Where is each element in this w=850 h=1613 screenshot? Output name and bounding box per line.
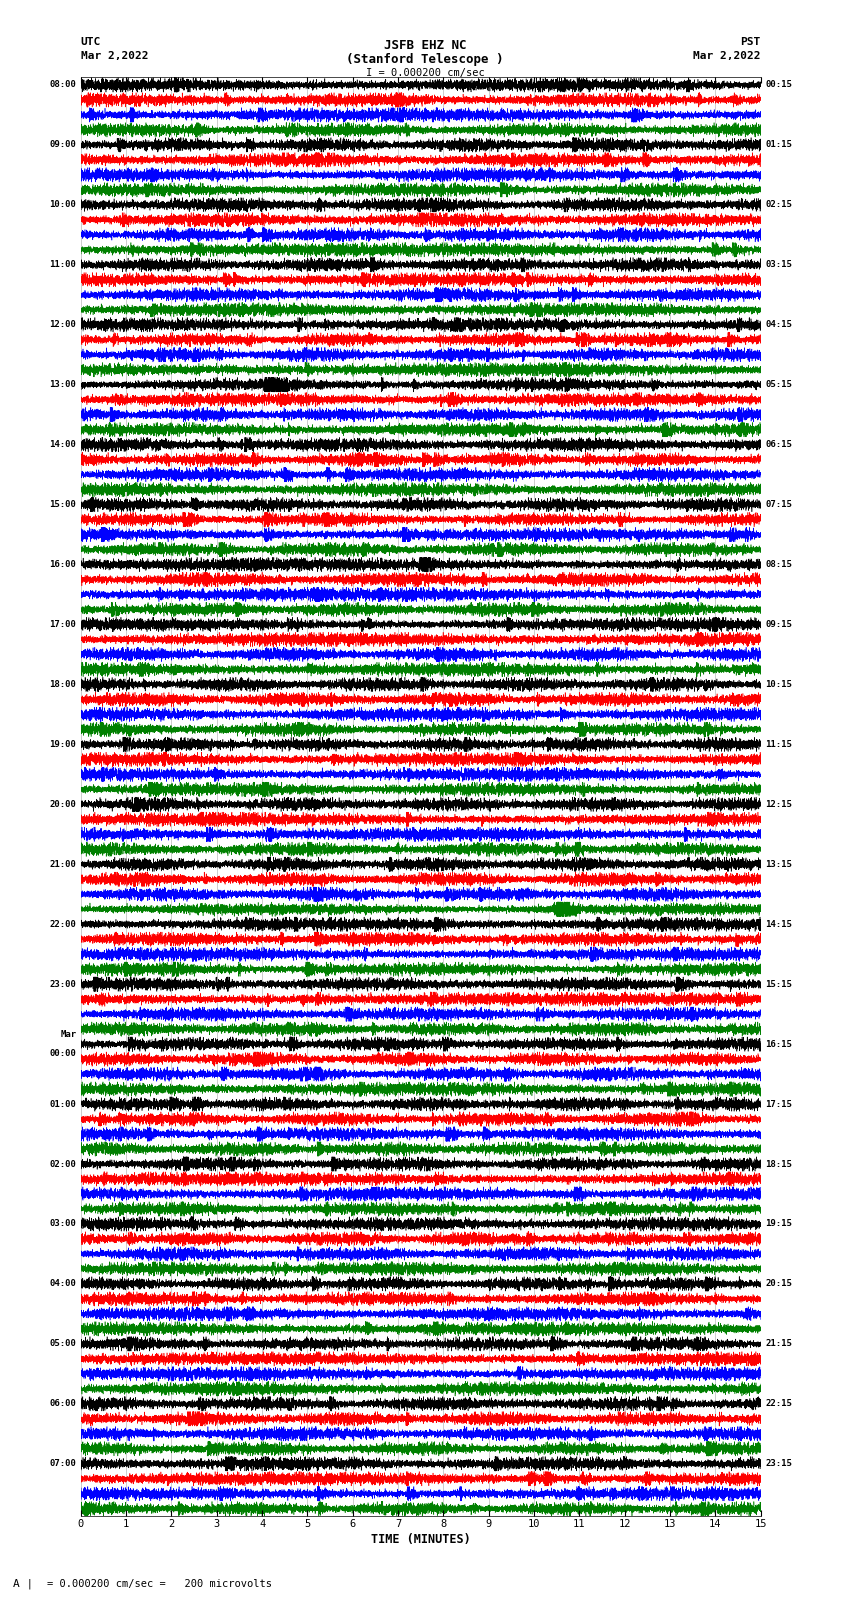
- Text: 17:00: 17:00: [49, 619, 76, 629]
- Text: 09:00: 09:00: [49, 140, 76, 150]
- Text: 21:15: 21:15: [765, 1339, 792, 1348]
- Text: 22:15: 22:15: [765, 1400, 792, 1408]
- Text: 01:00: 01:00: [49, 1100, 76, 1108]
- Text: 17:15: 17:15: [765, 1100, 792, 1108]
- Text: 16:15: 16:15: [765, 1040, 792, 1048]
- Text: I = 0.000200 cm/sec: I = 0.000200 cm/sec: [366, 68, 484, 77]
- Text: 08:00: 08:00: [49, 81, 76, 89]
- Text: 14:00: 14:00: [49, 440, 76, 448]
- Text: 01:15: 01:15: [765, 140, 792, 150]
- Text: 15:00: 15:00: [49, 500, 76, 510]
- Text: 19:15: 19:15: [765, 1219, 792, 1229]
- Text: UTC: UTC: [81, 37, 101, 47]
- Text: Mar: Mar: [60, 1031, 76, 1039]
- X-axis label: TIME (MINUTES): TIME (MINUTES): [371, 1534, 471, 1547]
- Text: 07:00: 07:00: [49, 1460, 76, 1468]
- Text: 16:00: 16:00: [49, 560, 76, 569]
- Text: Mar 2,2022: Mar 2,2022: [694, 52, 761, 61]
- Text: 14:15: 14:15: [765, 919, 792, 929]
- Text: 23:15: 23:15: [765, 1460, 792, 1468]
- Text: 06:15: 06:15: [765, 440, 792, 448]
- Text: 10:15: 10:15: [765, 681, 792, 689]
- Text: 12:00: 12:00: [49, 321, 76, 329]
- Text: 05:00: 05:00: [49, 1339, 76, 1348]
- Text: 09:15: 09:15: [765, 619, 792, 629]
- Text: 19:00: 19:00: [49, 740, 76, 748]
- Text: 22:00: 22:00: [49, 919, 76, 929]
- Text: 06:00: 06:00: [49, 1400, 76, 1408]
- Text: 03:00: 03:00: [49, 1219, 76, 1229]
- Text: 21:00: 21:00: [49, 860, 76, 869]
- Text: 11:00: 11:00: [49, 260, 76, 269]
- Text: 13:00: 13:00: [49, 381, 76, 389]
- Text: 18:15: 18:15: [765, 1160, 792, 1168]
- Text: 15:15: 15:15: [765, 979, 792, 989]
- Text: Mar 2,2022: Mar 2,2022: [81, 52, 148, 61]
- Text: 08:15: 08:15: [765, 560, 792, 569]
- Text: 20:00: 20:00: [49, 800, 76, 808]
- Text: 03:15: 03:15: [765, 260, 792, 269]
- Text: 04:00: 04:00: [49, 1279, 76, 1289]
- Text: 23:00: 23:00: [49, 979, 76, 989]
- Text: A |: A |: [13, 1579, 33, 1589]
- Text: JSFB EHZ NC: JSFB EHZ NC: [383, 39, 467, 52]
- Text: 02:00: 02:00: [49, 1160, 76, 1168]
- Text: 00:00: 00:00: [49, 1048, 76, 1058]
- Text: PST: PST: [740, 37, 761, 47]
- Text: 12:15: 12:15: [765, 800, 792, 808]
- Text: 07:15: 07:15: [765, 500, 792, 510]
- Text: (Stanford Telescope ): (Stanford Telescope ): [346, 53, 504, 66]
- Text: 00:15: 00:15: [765, 81, 792, 89]
- Text: 20:15: 20:15: [765, 1279, 792, 1289]
- Text: 11:15: 11:15: [765, 740, 792, 748]
- Text: 05:15: 05:15: [765, 381, 792, 389]
- Text: 04:15: 04:15: [765, 321, 792, 329]
- Text: 10:00: 10:00: [49, 200, 76, 210]
- Text: 13:15: 13:15: [765, 860, 792, 869]
- Text: 18:00: 18:00: [49, 681, 76, 689]
- Text: = 0.000200 cm/sec =   200 microvolts: = 0.000200 cm/sec = 200 microvolts: [47, 1579, 272, 1589]
- Text: 02:15: 02:15: [765, 200, 792, 210]
